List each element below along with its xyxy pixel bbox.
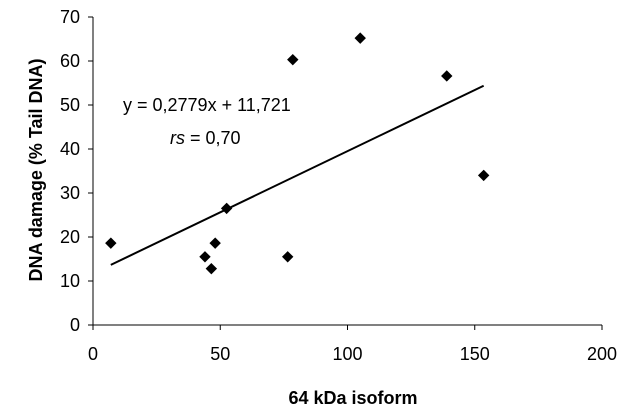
data-point [441,70,453,82]
x-tick-label: 200 [587,344,617,364]
x-tick-label: 150 [460,344,490,364]
y-axis-title: DNA damage (% Tail DNA) [26,58,46,281]
data-point [354,32,366,44]
correlation-symbol: rs [170,128,185,148]
data-point [205,262,218,275]
data-point [281,251,294,263]
y-tick-label: 40 [60,139,80,159]
data-point [220,202,233,215]
y-tick-label: 20 [60,227,80,247]
x-tick-label: 100 [332,344,362,364]
data-point [287,53,299,66]
y-tick-label: 0 [70,315,80,335]
data-point [209,237,221,249]
data-point [199,251,211,263]
y-tick-label: 50 [60,95,80,115]
trendline [110,84,485,266]
trendline-layer [110,84,485,266]
y-tick-label: 30 [60,183,80,203]
y-tick-label: 60 [60,51,80,71]
x-tick-label: 0 [88,344,98,364]
y-tick-label: 10 [60,271,80,291]
axes: 0 10 20 30 40 50 60 70 0 50 100 150 200 [60,7,617,364]
x-axis-title: 64 kDa isoform [288,388,417,408]
y-tick-label: 70 [60,7,80,27]
trendline-equation: y = 0,2779x + 11,721 [123,95,291,115]
correlation-value: = 0,70 [185,128,241,148]
data-point [477,169,490,182]
x-tick-label: 50 [210,344,230,364]
data-point [105,237,117,249]
data-points [105,32,490,275]
correlation-label: rs = 0,70 [170,128,241,148]
